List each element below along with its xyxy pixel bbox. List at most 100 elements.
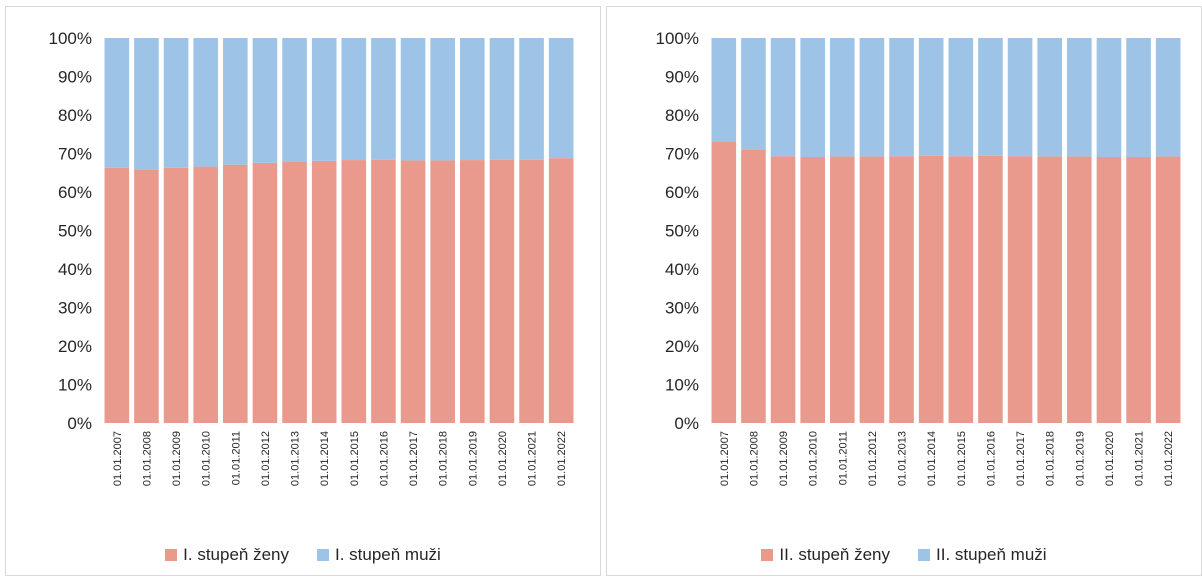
x-tick-label-left: 01.01.2009 [171,431,183,486]
x-tick-label-right: 01.01.2021 [1134,431,1146,486]
bar-zeny-left [400,160,426,423]
y-tick-label-right: 20% [665,337,699,356]
bar-muzi-right [1096,38,1122,157]
bar-zeny-right [1007,156,1033,423]
legend-swatch-zeny-left [165,549,178,561]
bar-zeny-left [193,166,218,423]
bar-muzi-left [489,38,515,160]
bar-muzi-left [104,38,130,168]
bar-muzi-right [1155,38,1181,157]
y-tick-label-right: 10% [665,376,699,395]
bar-muzi-right [1126,38,1151,157]
bar-muzi-right [889,38,914,157]
bar-muzi-left [519,38,544,160]
x-tick-label-right: 01.01.2007 [719,431,731,486]
legend-item-muzi-right: II. stupeň muži [918,545,1047,565]
x-tick-label-left: 01.01.2022 [556,431,568,486]
legend-item-zeny-left: I. stupeň ženy [165,545,289,565]
bar-zeny-left [223,164,248,424]
bar-muzi-left [163,38,189,168]
bar-muzi-right [711,38,737,142]
y-tick-label-left: 60% [58,183,92,202]
bar-zeny-left [341,160,367,424]
chart-svg-right: 0% 10% 20% 30% 40% 50% 60% 70% 80% 90% 100% 01.01.2… [656,29,1181,486]
bar-muzi-left [134,38,159,170]
y-tick-label-right: 100% [656,29,699,48]
y-tick-label-right: 50% [665,222,699,241]
x-tick-label-right: 01.01.2014 [926,431,938,486]
y-tick-label-right: 40% [665,260,699,279]
x-tick-label-right: 01.01.2010 [808,431,820,486]
y-tick-label-right: 80% [665,106,699,125]
bar-muzi-right [741,38,766,150]
y-tick-label-left: 100% [49,29,92,48]
y-tick-label-left: 10% [58,376,92,395]
bar-muzi-left [282,38,307,162]
bar-muzi-left [400,38,426,161]
x-tick-label-right: 01.01.2022 [1163,431,1175,486]
y-tick-label-left: 30% [58,299,92,318]
x-tick-label-right: 01.01.2017 [1015,431,1027,486]
bar-zeny-right [741,149,766,423]
legend-left: I. stupeň ženy I. stupeň muži [6,545,600,565]
bar-zeny-left [282,161,307,423]
bar-zeny-left [163,167,189,423]
bar-muzi-left [252,38,278,163]
x-tick-label-left: 01.01.2013 [290,431,302,486]
x-tick-label-left: 01.01.2011 [230,431,242,485]
legend-label-zeny-left: I. stupeň ženy [183,545,289,564]
y-tick-label-left: 80% [58,106,92,125]
bar-zeny-right [1126,156,1151,423]
x-tick-label-left: 01.01.2016 [378,431,390,486]
y-tick-label-right: 30% [665,299,699,318]
bar-zeny-right [1096,156,1122,423]
bar-muzi-left [223,38,248,165]
y-tick-label-right: 90% [665,68,699,87]
x-tick-label-left: 01.01.2012 [260,431,272,486]
legend-swatch-zeny-right [761,549,774,561]
bar-muzi-right [948,38,974,157]
x-tick-label-left: 01.01.2019 [467,431,479,486]
y-tick-label-left: 40% [58,260,92,279]
x-tick-label-right: 01.01.2008 [748,431,760,486]
bar-zeny-right [918,155,944,423]
bar-zeny-right [889,156,914,423]
legend-item-zeny-right: II. stupeň ženy [761,545,890,565]
bar-muzi-right [859,38,885,157]
x-tick-label-right: 01.01.2020 [1104,431,1116,486]
bar-zeny-right [1067,156,1092,423]
bar-muzi-left [311,38,337,161]
bar-zeny-right [1155,156,1181,423]
y-tick-label-right: 70% [665,145,699,164]
legend-item-muzi-left: I. stupeň muži [317,545,441,565]
bar-muzi-right [800,38,825,157]
x-tick-label-right: 01.01.2016 [985,431,997,486]
x-tick-label-right: 01.01.2013 [897,431,909,486]
bar-zeny-right [830,156,855,423]
bar-zeny-left [371,159,396,423]
legend-swatch-muzi-right [918,549,930,561]
x-tick-label-right: 01.01.2009 [778,431,790,486]
bar-zeny-right [859,156,885,423]
x-tick-label-right: 01.01.2012 [867,431,879,486]
bar-muzi-right [1037,38,1062,157]
x-tick-label-left: 01.01.2018 [438,431,450,486]
y-tick-label-left: 20% [58,337,92,356]
bar-muzi-right [770,38,796,157]
bar-zeny-left [489,159,515,423]
y-tick-label-left: 90% [58,68,92,87]
x-tick-label-left: 01.01.2014 [319,431,331,486]
x-tick-label-left: 01.01.2015 [349,431,361,486]
y-tick-label-left: 70% [58,145,92,164]
bar-muzi-right [1007,38,1033,157]
x-tick-label-left: 01.01.2017 [408,431,420,486]
bar-muzi-right [1067,38,1092,157]
x-tick-label-left: 01.01.2020 [497,431,509,486]
bar-zeny-right [978,155,1003,423]
bar-muzi-left [371,38,396,160]
x-tick-label-left: 01.01.2010 [201,431,213,486]
bar-muzi-left [193,38,218,167]
bar-zeny-left [311,160,337,423]
chart-svg-left: 0% 10% 20% 30% 40% 50% 60% 70% 80% 90% 100% 01.01.2… [49,29,574,486]
bar-zeny-right [770,156,796,423]
